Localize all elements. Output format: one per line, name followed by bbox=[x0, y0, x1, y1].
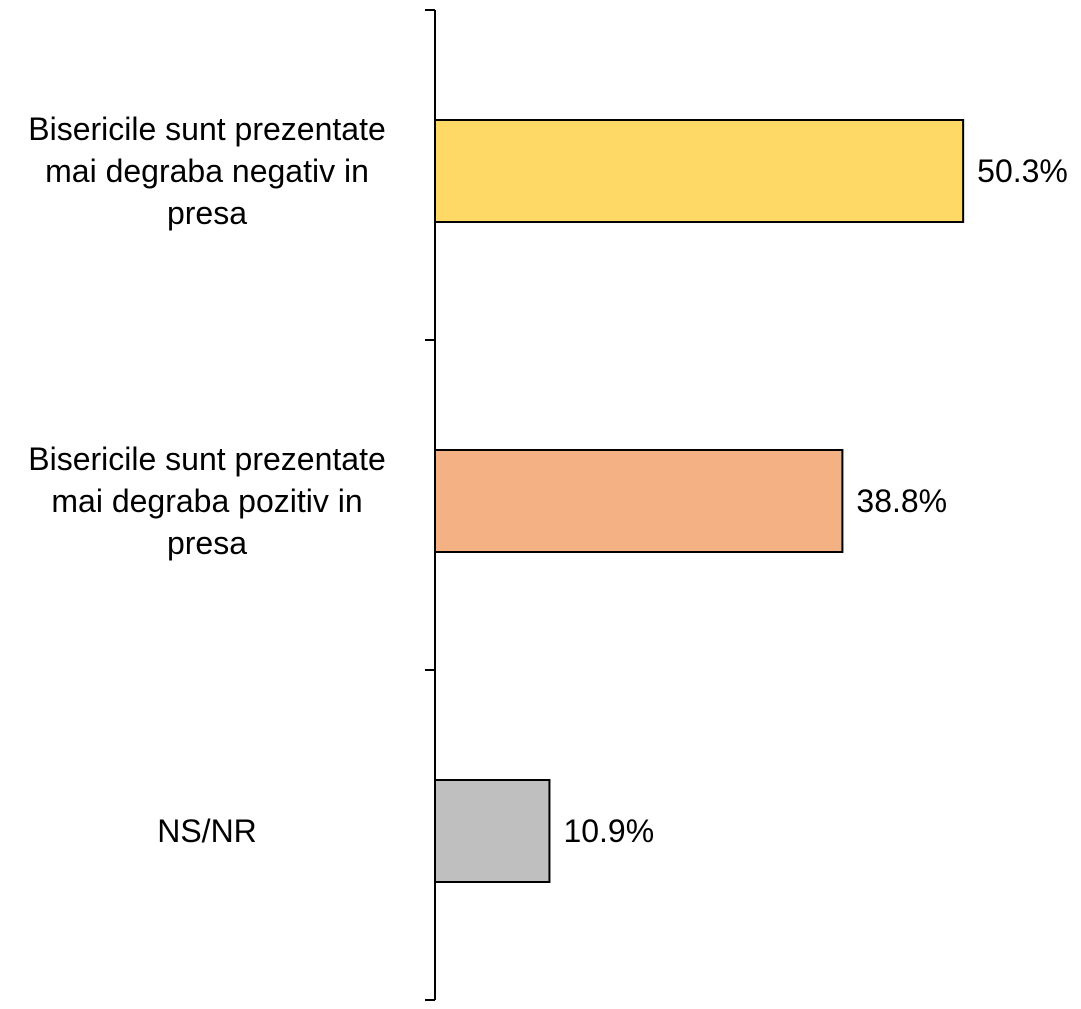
axis-layer bbox=[425, 9, 436, 1001]
category-label-line: Bisericile sunt prezentate bbox=[28, 441, 386, 477]
category-label-line: presa bbox=[167, 195, 247, 231]
category-label-3: NS/NR bbox=[157, 813, 257, 849]
bar-2 bbox=[434, 449, 844, 553]
category-label-1: Bisericile sunt prezentate mai degraba ne… bbox=[28, 111, 386, 231]
labels-layer: 50.3% Bisericile sunt prezentate mai degra… bbox=[28, 111, 1068, 849]
category-label-line: presa bbox=[167, 525, 247, 561]
category-label-line: Bisericile sunt prezentate bbox=[28, 111, 386, 147]
bars-layer bbox=[434, 119, 965, 883]
category-label-line: mai degraba pozitiv in bbox=[51, 483, 362, 519]
category-label-line: mai degraba negativ in bbox=[45, 153, 369, 189]
data-label-1: 50.3% bbox=[977, 153, 1068, 189]
category-label-2: Bisericile sunt prezentate mai degraba po… bbox=[28, 441, 386, 561]
data-label-3: 10.9% bbox=[563, 813, 654, 849]
bar-3 bbox=[434, 779, 551, 883]
data-label-2: 38.8% bbox=[856, 483, 947, 519]
category-label-line: NS/NR bbox=[157, 813, 257, 849]
bar-1 bbox=[434, 119, 965, 223]
